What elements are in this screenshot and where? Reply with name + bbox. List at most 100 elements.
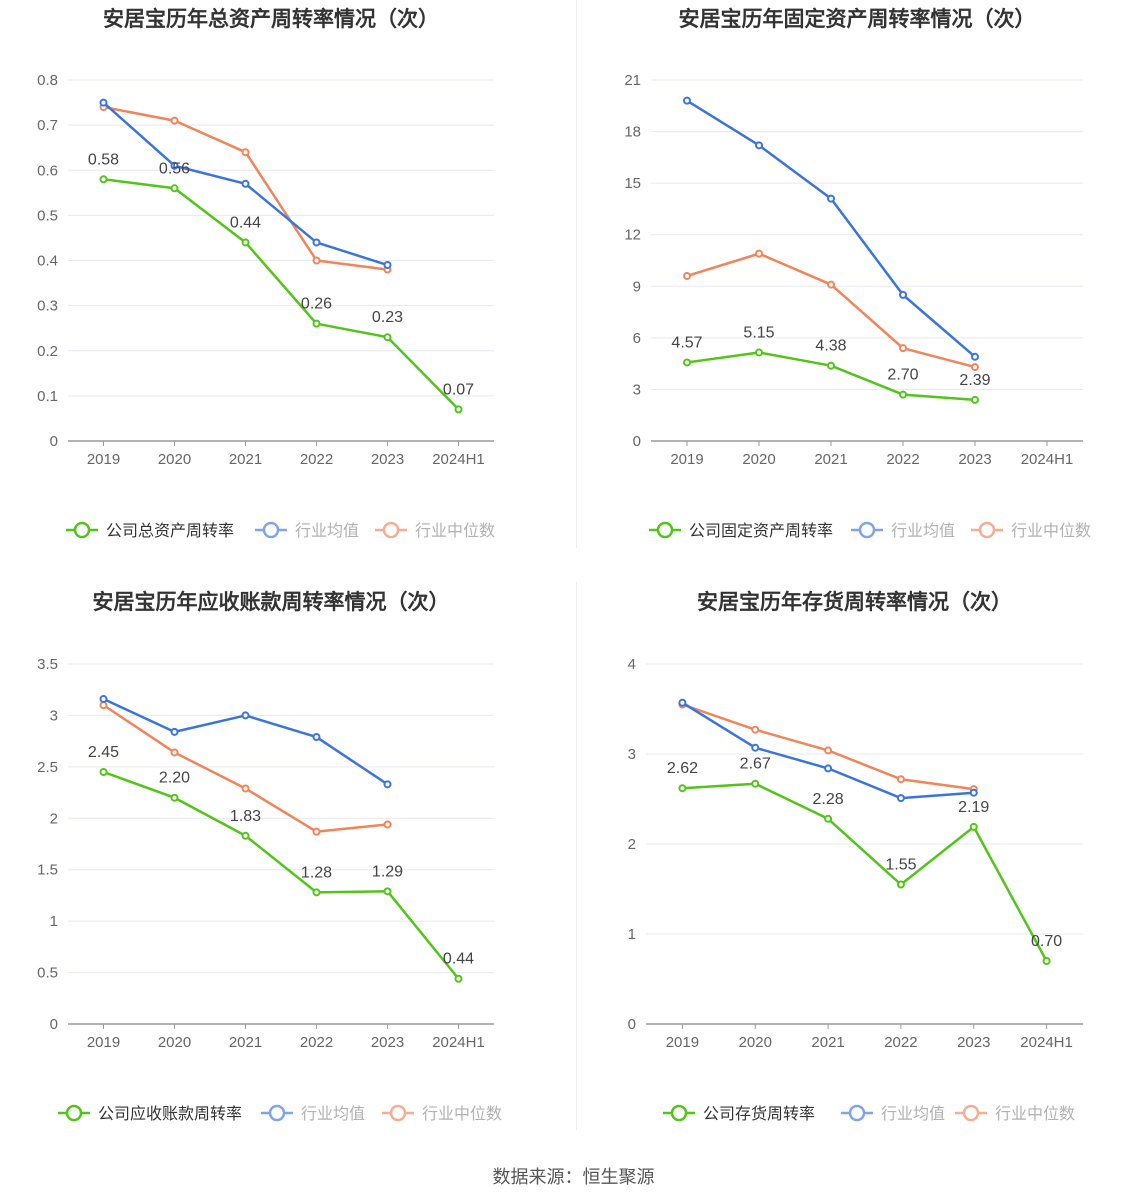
data-label: 2.70 (887, 367, 918, 384)
data-point-median (899, 344, 907, 353)
x-tick-label: 2021 (229, 1034, 262, 1051)
legend-item-company: 公司总资产周转率 (66, 521, 234, 540)
vertical-divider-bottom (576, 582, 577, 1130)
vertical-divider-top (576, 0, 577, 548)
x-tick-label: 2023 (958, 451, 991, 468)
data-point-company (170, 184, 179, 193)
y-tick-label: 0.6 (37, 162, 58, 179)
x-tick-label: 2024H1 (432, 451, 485, 468)
legend-marker (268, 1104, 286, 1122)
data-point-median (383, 820, 392, 829)
data-point-company (1042, 957, 1051, 965)
series-line-company (686, 351, 976, 402)
chart-title: 安居宝历年固定资产周转率情况（次） (679, 7, 1036, 31)
x-tick-label: 2024H1 (432, 1034, 485, 1051)
y-tick-label: 15 (624, 175, 641, 192)
chart-title: 安居宝历年总资产周转率情况（次） (103, 7, 439, 31)
y-tick-label: 3 (628, 746, 636, 763)
data-point-median (241, 148, 250, 157)
data-point-avg (827, 194, 835, 203)
data-label: 2.20 (159, 770, 190, 787)
x-tick-label: 2024H1 (1021, 451, 1074, 468)
legend-label: 行业均值 (301, 1105, 365, 1123)
data-label: 2.39 (959, 372, 990, 389)
x-tick-label: 2022 (886, 451, 919, 468)
legend-item-company: 公司固定资产周转率 (649, 521, 833, 540)
data-label: 0.23 (372, 309, 403, 326)
data-point-company (751, 779, 760, 788)
x-tick-label: 2021 (229, 451, 262, 468)
chart-receivables-turnover: 安居宝历年应收账款周转率情况（次） 0 0.5 1 1.5 2 2.5 3 3.5 2019 202… (10, 583, 570, 1153)
x-tick-label: 2024H1 (1020, 1034, 1073, 1051)
data-point-avg (678, 698, 687, 707)
data-label: 0.07 (443, 381, 474, 398)
series-line-company (682, 782, 1048, 962)
y-tick-label: 3 (633, 381, 641, 398)
data-point-median (824, 746, 833, 755)
data-label: 1.28 (301, 864, 332, 881)
y-tick-label: 1 (50, 913, 58, 930)
data-point-company (454, 405, 463, 414)
data-point-company (383, 333, 392, 342)
data-label: 0.44 (443, 951, 474, 968)
chart-svg: 安居宝历年存货周转率情况（次） 0 1 2 3 4 2019 2020 2021 2022 2023… (628, 590, 1083, 1123)
x-tick-label: 2020 (742, 451, 775, 468)
y-tick-label: 0.5 (37, 207, 58, 224)
data-point-avg (312, 238, 321, 247)
data-label: 4.57 (671, 334, 702, 351)
chart-svg: 安居宝历年总资产周转率情况（次） 0 0.1 0.2 0.3 0.4 0.5 0.6 0.7 0.… (37, 7, 495, 540)
series-line-avg (686, 99, 976, 358)
chart-title: 安居宝历年应收账款周转率情况（次） (93, 590, 450, 614)
data-point-avg (99, 98, 108, 107)
data-point-avg (969, 788, 978, 797)
data-point-median (170, 748, 179, 757)
x-tick-label: 2019 (87, 451, 120, 468)
y-tick-label: 0.2 (37, 343, 58, 360)
x-tick-label: 2020 (158, 1034, 191, 1051)
y-tick-label: 9 (633, 278, 641, 295)
data-point-median (971, 363, 979, 372)
legend-marker (848, 1104, 866, 1122)
legend-label: 公司应收账款周转率 (98, 1104, 242, 1123)
y-tick-label: 18 (624, 124, 641, 141)
data-point-company (454, 974, 463, 983)
legend-marker (65, 1104, 83, 1122)
legend-label: 公司总资产周转率 (106, 522, 234, 540)
y-tick-label: 1.5 (37, 862, 58, 879)
data-point-avg (99, 694, 108, 703)
y-tick-label: 3.5 (37, 656, 58, 673)
data-point-company (241, 831, 250, 840)
y-tick-label: 2 (50, 810, 58, 827)
y-tick-label: 0.8 (37, 72, 58, 89)
data-label: 5.15 (743, 324, 774, 341)
x-tick-label: 2019 (87, 1034, 120, 1051)
data-point-median (827, 280, 835, 289)
x-tick-label: 2019 (670, 451, 703, 468)
data-point-company (99, 768, 108, 776)
y-tick-label: 0 (633, 433, 641, 450)
data-point-avg (241, 179, 250, 188)
data-point-avg (312, 733, 321, 742)
legend-marker (670, 1104, 688, 1122)
y-tick-label: 4 (628, 656, 636, 673)
legend-marker (73, 521, 91, 539)
data-point-company (683, 358, 691, 367)
x-tick-label: 2022 (300, 451, 333, 468)
legend-item-company: 公司应收账款周转率 (58, 1104, 242, 1123)
x-tick-label: 2022 (300, 1034, 333, 1051)
data-point-company (383, 887, 392, 896)
data-point-avg (751, 743, 760, 752)
legend-label: 行业中位数 (995, 1105, 1075, 1123)
data-point-median (312, 256, 321, 265)
y-tick-label: 0.1 (37, 388, 58, 405)
data-point-company (312, 319, 321, 328)
chart-total-asset-turnover: 安居宝历年总资产周转率情况（次） 0 0.1 0.2 0.3 0.4 0.5 0.6 0.7 0.… (10, 0, 570, 570)
data-label: 0.44 (230, 214, 261, 231)
data-point-median (312, 827, 321, 836)
data-point-company (312, 888, 321, 897)
legend-item-median: 行业中位数 (375, 521, 495, 540)
data-point-avg (755, 141, 763, 150)
legend-label: 行业中位数 (422, 1105, 502, 1123)
data-point-median (241, 784, 250, 793)
data-label: 2.19 (958, 799, 989, 816)
